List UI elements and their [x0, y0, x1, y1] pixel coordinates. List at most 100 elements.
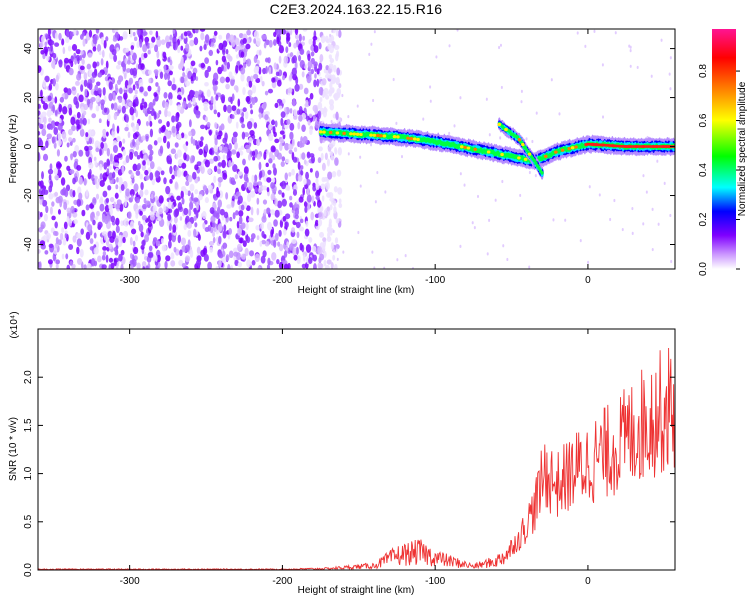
x-tick-label: -300 — [120, 275, 140, 286]
heatmap-cell — [240, 145, 245, 150]
heatmap-cell — [270, 145, 276, 153]
heatmap-cell — [176, 195, 181, 201]
heatmap-cell — [312, 254, 318, 262]
heatmap-cell — [295, 221, 301, 229]
heatmap-cell — [372, 133, 377, 137]
heatmap-cell — [62, 46, 66, 55]
heatmap-cell — [165, 255, 171, 262]
heatmap-cell — [68, 58, 72, 64]
heatmap-cell — [59, 96, 65, 103]
heatmap-cell — [63, 57, 70, 64]
heatmap-cell — [44, 41, 48, 47]
heatmap-cell — [267, 57, 271, 64]
heatmap-cell — [352, 132, 357, 136]
heatmap-cell — [221, 64, 224, 72]
heatmap-cell — [180, 190, 184, 200]
heatmap-cell — [283, 55, 289, 64]
heatmap-cell — [92, 46, 97, 52]
heatmap-cell — [257, 181, 263, 186]
heatmap-cell — [76, 198, 82, 207]
heatmap-cell — [270, 119, 276, 126]
heatmap-cell — [276, 258, 280, 265]
heatmap-cell — [68, 128, 73, 136]
heatmap-cell — [463, 183, 466, 187]
heatmap-cell — [203, 106, 209, 112]
heatmap-cell — [97, 221, 103, 229]
heatmap-cell — [320, 183, 326, 190]
heatmap-cell — [93, 89, 99, 96]
heatmap-cell — [76, 73, 82, 81]
heatmap-cell — [243, 132, 250, 138]
heatmap-cell — [669, 87, 672, 91]
heatmap-cell — [333, 263, 338, 269]
heatmap-cell — [83, 72, 88, 80]
heatmap-cell — [82, 103, 89, 111]
heatmap-cell — [180, 76, 185, 84]
heatmap-cell — [195, 110, 201, 119]
heatmap-cell — [149, 120, 153, 127]
x-tick-label: 0 — [585, 275, 591, 286]
heatmap-cell — [193, 37, 199, 46]
heatmap-cell — [195, 259, 202, 267]
heatmap-cell — [241, 222, 246, 229]
heatmap-cell — [236, 151, 240, 159]
heatmap-cell — [160, 39, 166, 45]
heatmap-cell — [219, 145, 223, 151]
heatmap-cell — [66, 216, 70, 224]
heatmap-cell — [169, 98, 173, 106]
heatmap-cell — [368, 52, 371, 57]
heatmap-cell — [329, 35, 333, 44]
heatmap-cell — [329, 204, 333, 211]
heatmap-cell — [83, 264, 87, 269]
heatmap-cell — [328, 130, 333, 135]
heatmap-cell — [144, 200, 151, 205]
heatmap-cell — [613, 198, 616, 203]
heatmap-cell — [147, 85, 152, 92]
heatmap-cell — [144, 234, 150, 243]
heatmap-cell — [235, 86, 239, 93]
heatmap-cell — [103, 142, 108, 152]
heatmap-cell — [262, 250, 267, 258]
heatmap-cell — [80, 106, 85, 114]
heatmap-cell — [228, 143, 232, 151]
heatmap-cell — [203, 44, 207, 50]
heatmap-cell — [140, 63, 145, 70]
heatmap-cell — [251, 97, 256, 106]
heatmap-cell — [85, 132, 89, 138]
heatmap-cell — [288, 149, 293, 155]
heatmap-cell — [58, 32, 62, 41]
heatmap-cell — [631, 231, 634, 235]
heatmap-cell — [165, 41, 171, 49]
heatmap-cell — [265, 65, 268, 74]
heatmap-cell — [335, 111, 339, 121]
heatmap-cell — [79, 34, 84, 40]
heatmap-cell — [231, 114, 235, 120]
heatmap-cell — [315, 183, 320, 191]
heatmap-cell — [154, 255, 158, 262]
heatmap-cell — [208, 129, 212, 136]
heatmap-cell — [278, 189, 282, 195]
heatmap-cell — [85, 189, 89, 197]
heatmap-cell — [208, 240, 215, 246]
heatmap-cell — [258, 161, 262, 171]
heatmap-cell — [453, 124, 456, 128]
heatmap-cell — [334, 237, 339, 244]
heatmap-cell — [270, 181, 276, 190]
heatmap-cell — [156, 58, 161, 67]
heatmap-cell — [271, 251, 277, 261]
heatmap-cell — [132, 84, 136, 91]
heatmap-cell — [227, 150, 232, 158]
heatmap-cell — [85, 204, 90, 211]
heatmap-cell — [320, 87, 323, 96]
heatmap-cell — [217, 112, 221, 118]
heatmap-cell — [274, 102, 279, 109]
heatmap-cell — [429, 85, 432, 89]
heatmap-cell — [190, 60, 196, 67]
x-tick-label: -200 — [272, 275, 292, 286]
heatmap-cell — [214, 80, 219, 86]
heatmap-cell — [239, 150, 244, 156]
heatmap-cell — [117, 241, 122, 248]
colorbar-label: Normalized spectral amplitude — [737, 81, 748, 216]
heatmap-cell — [240, 253, 246, 260]
